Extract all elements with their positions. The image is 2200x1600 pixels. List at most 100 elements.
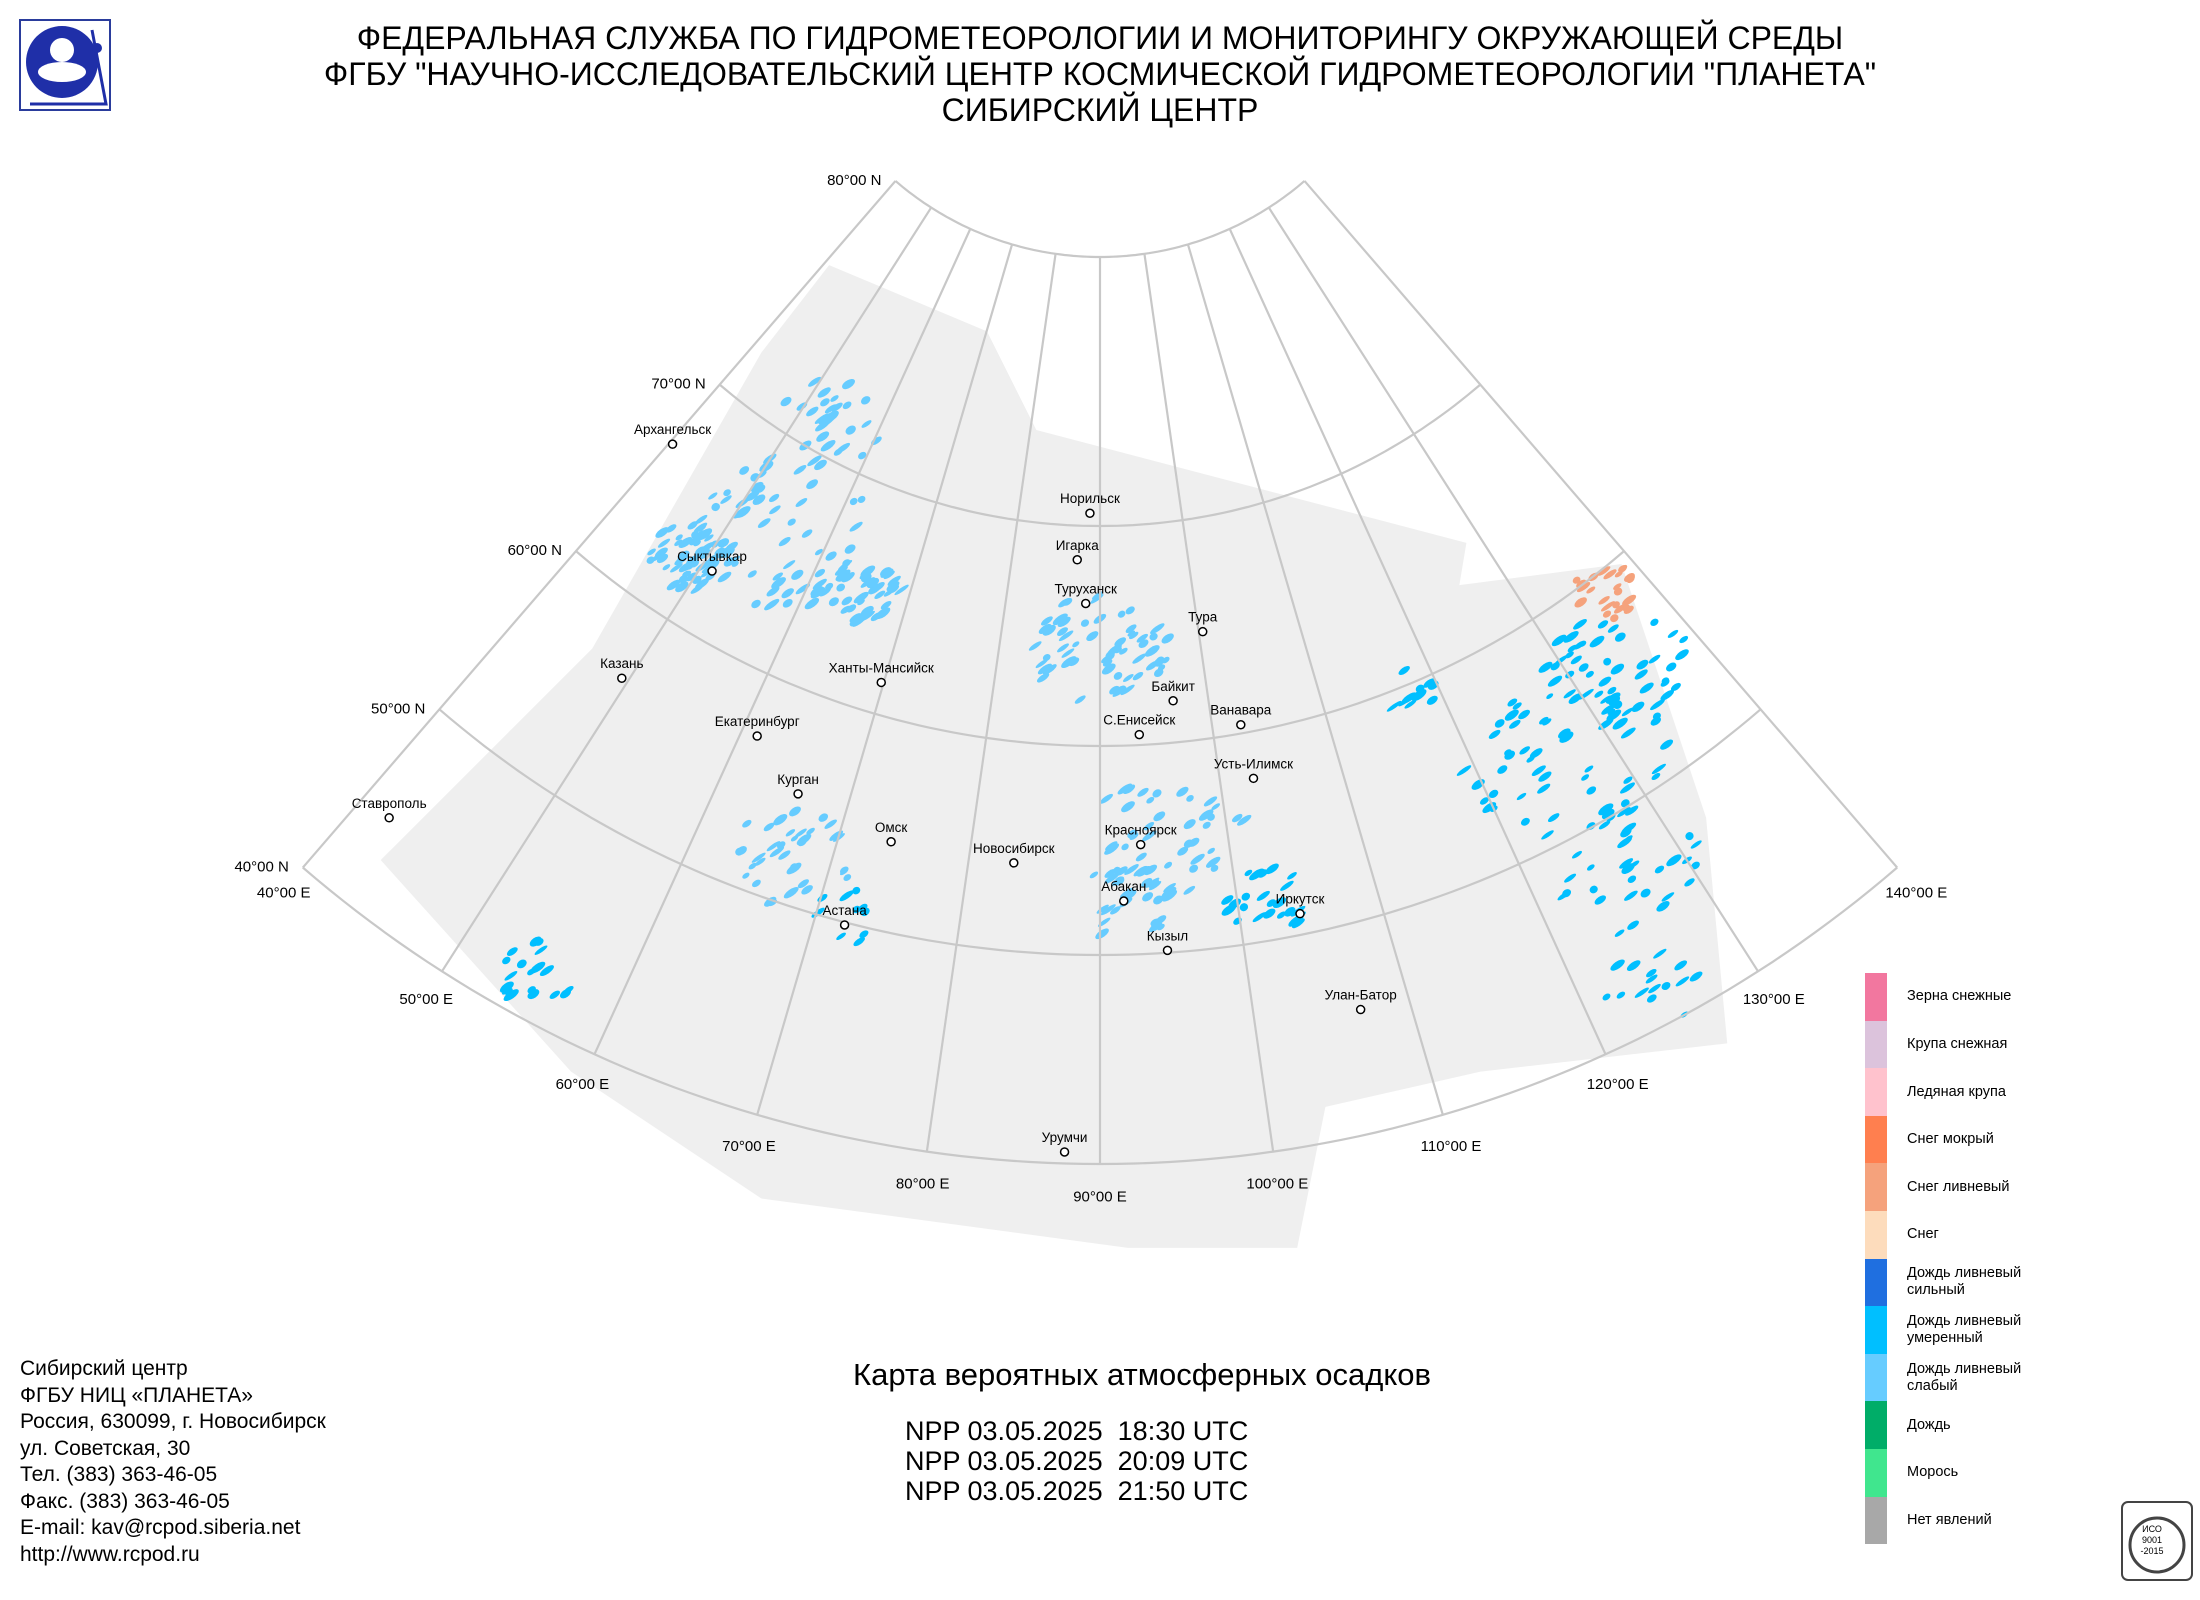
precip-cell — [1570, 655, 1582, 665]
precip-cell — [1177, 846, 1189, 856]
precip-cell — [655, 527, 669, 538]
precip-cell — [1509, 719, 1521, 729]
precip-cell — [1531, 765, 1546, 777]
precip-cell — [835, 442, 851, 454]
precip-cell — [735, 847, 744, 856]
precip-cell — [539, 965, 554, 977]
precip-cell — [1411, 689, 1427, 702]
precip-cell — [1087, 633, 1096, 642]
precip-cell — [751, 879, 761, 888]
precip-cell — [1598, 676, 1612, 687]
city-label: Урумчи — [1042, 1130, 1088, 1145]
city-marker — [384, 813, 394, 823]
precip-cell — [1654, 865, 1665, 874]
meridian — [925, 253, 1057, 1152]
precip-cell — [806, 479, 818, 490]
precip-cell — [825, 551, 837, 561]
precip-cell — [1607, 624, 1619, 633]
precip-cell — [780, 396, 792, 407]
lon-label: 70°00 E — [722, 1138, 776, 1155]
precip-cell — [1386, 700, 1402, 712]
precip-cell — [1562, 889, 1571, 898]
precip-cell — [1656, 900, 1670, 912]
legend-swatch — [1865, 1020, 1887, 1069]
logo — [19, 19, 111, 111]
precip-cell — [795, 498, 808, 507]
precip-cell — [1512, 702, 1522, 710]
legend-label: Ледяная крупа — [1907, 1083, 2006, 1100]
precip-cell — [1068, 657, 1080, 667]
legend-swatch — [1865, 1163, 1887, 1211]
precip-cell — [1142, 892, 1154, 902]
precip-cell — [1619, 858, 1634, 869]
precip-cell — [1035, 658, 1048, 669]
city-label: Ванавара — [1210, 703, 1272, 718]
lat-label: 50°00 N — [371, 700, 425, 717]
precip-cell — [1578, 663, 1589, 672]
precip-cell — [1537, 783, 1551, 794]
precip-cell — [757, 518, 771, 528]
lat-label: 60°00 N — [508, 542, 562, 559]
city-label: Ханты-Мансийск — [829, 660, 934, 675]
precip-cell — [1650, 699, 1665, 711]
precip-cell — [1622, 604, 1631, 612]
map-labels: 80°00 N 70°00 N 60°00 N 50°00 N 40°00 N 40°00… — [234, 172, 1947, 1205]
iso-text: -2015 — [2140, 1546, 2163, 1556]
footer-line: Тел. (383) 363-46-05 — [20, 1463, 218, 1486]
precip-cell — [529, 936, 542, 947]
precip-cell — [1627, 875, 1637, 883]
precip-cell — [880, 601, 892, 610]
precip-cell — [1607, 686, 1617, 695]
precip-cell — [789, 806, 801, 817]
precip-cell — [675, 581, 689, 593]
city-label: Красноярск — [1105, 823, 1177, 838]
precip-cell — [1488, 789, 1499, 799]
precip-cell — [1565, 651, 1574, 659]
precip-cell — [1113, 866, 1122, 875]
map-title: Карта вероятных атмосферных осадков — [853, 1357, 1431, 1392]
precip-cell — [1105, 651, 1115, 660]
precip-cell — [801, 885, 813, 895]
city-marker — [886, 837, 896, 847]
precip-cell — [1129, 832, 1139, 840]
precip-cell — [1538, 771, 1552, 782]
precip-cell — [1568, 693, 1583, 704]
precip-cell — [852, 905, 861, 914]
city-label: Норильск — [1060, 491, 1120, 506]
precip-cell — [1203, 796, 1218, 807]
precip-cell — [1252, 912, 1267, 923]
precip-cell — [839, 868, 849, 876]
precip-cell — [807, 455, 822, 467]
city-label: Архангельск — [634, 422, 711, 437]
precip-cell — [793, 464, 807, 475]
city-marker — [1295, 908, 1305, 919]
precip-cell — [1041, 616, 1053, 626]
precip-cell — [1176, 786, 1189, 797]
precip-cell — [1504, 750, 1516, 760]
precip-cell — [742, 819, 752, 828]
precip-cell — [1280, 880, 1294, 891]
precip-cell — [699, 542, 714, 554]
precip-cell — [1601, 601, 1615, 612]
precip-cell — [778, 536, 791, 547]
precip-cell — [1186, 794, 1194, 802]
precip-cell — [1221, 904, 1237, 916]
iso-text: ИСО — [2142, 1524, 2162, 1534]
precip-cell — [836, 583, 845, 592]
precip-cell — [647, 548, 656, 556]
precip-cell — [1652, 712, 1661, 720]
lon-label: 100°00 E — [1246, 1176, 1308, 1193]
precip-cell — [808, 376, 822, 387]
precip-cell — [1264, 865, 1276, 875]
precip-cell — [825, 582, 834, 591]
precip-cell — [843, 874, 852, 882]
precip-cell — [764, 598, 780, 611]
precip-cell — [1685, 832, 1694, 841]
precip-cell — [1602, 993, 1611, 1001]
precip-cell — [801, 529, 813, 538]
precip-cell — [766, 841, 781, 852]
precip-cell — [718, 549, 731, 559]
precip-cell — [704, 534, 714, 542]
city-marker — [793, 789, 803, 799]
